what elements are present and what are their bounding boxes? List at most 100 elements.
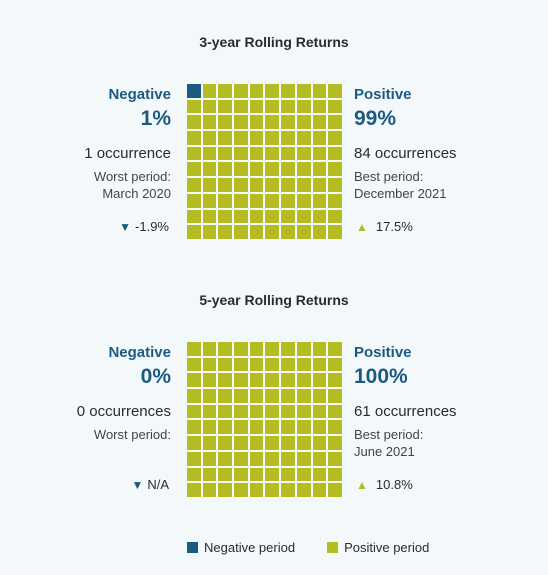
positive-panel: Positive 100% 61 occurrences Best period… — [354, 342, 524, 502]
positive-percent: 99% — [354, 107, 397, 130]
waffle-cell-positive — [187, 146, 201, 161]
negative-percent: 1% — [140, 107, 171, 130]
waffle-cell-positive — [281, 451, 295, 466]
waffle-cell-positive — [218, 225, 233, 239]
waffle-cell-positive — [202, 84, 217, 98]
waffle-cell-positive — [312, 209, 327, 224]
worst-period: Worst period: — [93, 427, 171, 442]
waffle-cell-positive — [296, 373, 311, 388]
waffle-cell-positive — [218, 193, 233, 208]
waffle-cell-positive — [265, 451, 280, 466]
waffle-cell-positive — [281, 357, 295, 372]
waffle-cell-positive — [234, 420, 248, 435]
negative-label: Negative — [108, 86, 171, 103]
waffle-cell-positive — [234, 209, 248, 224]
best-return-value: 17.5% — [375, 219, 413, 234]
positive-label: Positive — [354, 344, 412, 361]
negative-percent: 0% — [140, 365, 171, 388]
waffle-cell-positive — [249, 193, 264, 208]
waffle-cell-positive — [218, 373, 233, 388]
waffle-cell-positive — [249, 162, 264, 177]
waffle-cell-positive — [296, 209, 311, 224]
waffle-cell-positive — [281, 131, 295, 145]
waffle-cell-positive — [249, 131, 264, 145]
waffle-cell-positive — [234, 467, 248, 482]
waffle-cell-positive — [234, 373, 248, 388]
waffle-cell-positive — [265, 483, 280, 497]
waffle-cell-positive — [202, 131, 217, 145]
waffle-cell-positive — [265, 84, 280, 98]
waffle-cell-positive — [234, 225, 248, 239]
waffle-cell-positive — [296, 420, 311, 435]
negative-label: Negative — [108, 344, 171, 361]
waffle-cell-positive — [328, 420, 342, 435]
best-return-value: 10.8% — [375, 477, 413, 492]
waffle-cell-positive — [265, 115, 280, 130]
waffle-cell-positive — [187, 357, 201, 372]
waffle-cell-positive — [187, 178, 201, 192]
waffle-cell-positive — [234, 451, 248, 466]
waffle-cell-positive — [281, 162, 295, 177]
waffle-cell-positive — [296, 146, 311, 161]
waffle-cell-positive — [249, 389, 264, 403]
waffle-cell-positive — [265, 404, 280, 419]
legend-label-negative: Negative period — [204, 540, 296, 555]
waffle-cell-positive — [202, 373, 217, 388]
waffle-cell-positive — [281, 436, 295, 450]
waffle-cell-positive — [202, 420, 217, 435]
waffle-cell-positive — [218, 389, 233, 403]
waffle-cell-positive — [328, 373, 342, 388]
waffle-cell-positive — [218, 115, 233, 130]
waffle-cell-positive — [328, 342, 342, 356]
waffle-cell-positive — [234, 115, 248, 130]
waffle-cell-positive — [296, 193, 311, 208]
waffle-cell-positive — [296, 404, 311, 419]
waffle-cell-positive — [312, 193, 327, 208]
waffle-cell-positive — [265, 209, 280, 224]
waffle-cell-positive — [187, 225, 201, 239]
waffle-cell-positive — [312, 436, 327, 450]
waffle-cell-positive — [218, 357, 233, 372]
legend-swatch-positive — [327, 542, 339, 553]
waffle-cell-positive — [328, 84, 342, 98]
waffle-cell-positive — [312, 131, 327, 145]
waffle-cell-negative — [187, 84, 201, 98]
waffle-cell-positive — [187, 115, 201, 130]
waffle-cell-positive — [187, 404, 201, 419]
waffle-cell-positive — [202, 389, 217, 403]
waffle-cell-positive — [265, 131, 280, 145]
waffle-cell-positive — [281, 146, 295, 161]
waffle-cell-positive — [249, 209, 264, 224]
waffle-cell-positive — [187, 131, 201, 145]
waffle-cell-positive — [218, 436, 233, 450]
waffle-cell-positive — [202, 178, 217, 192]
up-triangle-icon: ▲ — [356, 478, 368, 492]
waffle-cell-positive — [218, 420, 233, 435]
waffle-cell-positive — [281, 342, 295, 356]
waffle-cell-positive — [249, 115, 264, 130]
waffle-cell-positive — [202, 193, 217, 208]
waffle-cell-positive — [202, 357, 217, 372]
down-triangle-icon: ▼ — [119, 220, 132, 234]
waffle-cell-positive — [187, 451, 201, 466]
waffle-cell-positive — [296, 483, 311, 497]
waffle-cell-positive — [328, 209, 342, 224]
waffle-cell-positive — [265, 420, 280, 435]
waffle-cell-positive — [249, 99, 264, 114]
waffle-cell-positive — [312, 420, 327, 435]
waffle-cell-positive — [234, 342, 248, 356]
down-triangle-icon: ▼ — [131, 478, 144, 492]
waffle-cell-positive — [234, 178, 248, 192]
waffle-cell-positive — [187, 209, 201, 224]
legend-label-positive: Positive period — [344, 540, 430, 555]
waffle-cell-positive — [249, 436, 264, 450]
waffle-cell-positive — [187, 389, 201, 403]
waffle-cell-positive — [265, 373, 280, 388]
waffle-cell-positive — [249, 404, 264, 419]
waffle-cell-positive — [328, 483, 342, 497]
waffle-cell-positive — [218, 209, 233, 224]
waffle-cell-positive — [187, 467, 201, 482]
waffle-cell-positive — [312, 99, 327, 114]
chart-title-5yr: 5-year Rolling Returns — [199, 292, 349, 308]
waffle-cell-positive — [187, 99, 201, 114]
